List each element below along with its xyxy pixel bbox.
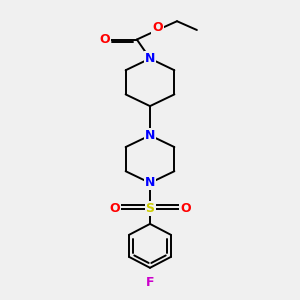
- Text: O: O: [100, 33, 110, 46]
- Text: O: O: [180, 202, 190, 215]
- Text: O: O: [152, 21, 163, 34]
- Text: N: N: [145, 52, 155, 65]
- Text: F: F: [146, 276, 154, 289]
- Text: N: N: [145, 129, 155, 142]
- Text: S: S: [146, 202, 154, 215]
- Text: O: O: [110, 202, 120, 215]
- Text: N: N: [145, 176, 155, 189]
